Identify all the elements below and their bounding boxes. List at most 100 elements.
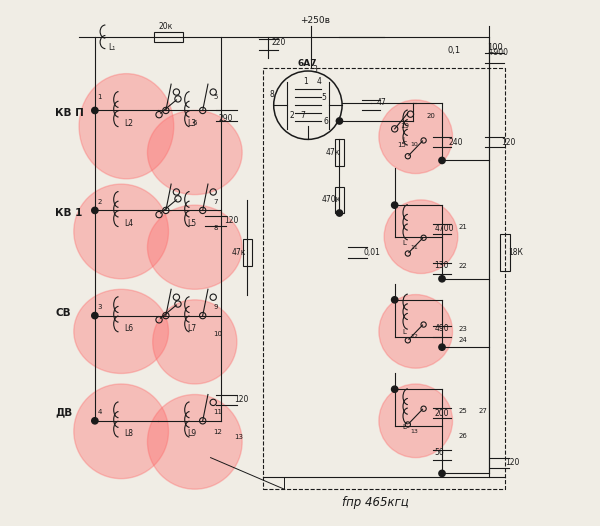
Text: 5: 5 bbox=[213, 94, 218, 100]
Text: +250в: +250в bbox=[300, 16, 330, 25]
Text: 20: 20 bbox=[426, 113, 435, 119]
Circle shape bbox=[439, 470, 445, 477]
Text: fпр 465кгц: fпр 465кгц bbox=[342, 496, 409, 509]
Text: 13: 13 bbox=[234, 434, 243, 440]
Text: L₁: L₁ bbox=[108, 43, 115, 52]
Text: 22: 22 bbox=[459, 263, 467, 269]
Text: L8: L8 bbox=[124, 429, 133, 439]
Circle shape bbox=[439, 276, 445, 282]
Text: L2: L2 bbox=[124, 119, 133, 128]
Ellipse shape bbox=[148, 110, 242, 195]
Text: 7: 7 bbox=[213, 199, 218, 205]
Ellipse shape bbox=[74, 184, 169, 279]
Text: 130: 130 bbox=[434, 261, 449, 270]
Text: 20к: 20к bbox=[158, 22, 173, 31]
Text: 0,1: 0,1 bbox=[447, 46, 460, 55]
Text: 4: 4 bbox=[97, 409, 102, 416]
Text: 47к: 47к bbox=[232, 248, 246, 257]
Text: 47к: 47к bbox=[325, 148, 340, 157]
Text: 56: 56 bbox=[434, 448, 444, 457]
Ellipse shape bbox=[79, 74, 174, 179]
Ellipse shape bbox=[148, 205, 242, 289]
Text: 5: 5 bbox=[321, 93, 326, 102]
Text: 3: 3 bbox=[97, 304, 102, 310]
Text: 6А7: 6А7 bbox=[298, 59, 317, 68]
Text: 8: 8 bbox=[213, 225, 218, 231]
Text: 240: 240 bbox=[448, 137, 463, 147]
Circle shape bbox=[336, 210, 343, 216]
Text: L6: L6 bbox=[124, 324, 133, 333]
Ellipse shape bbox=[379, 295, 452, 368]
Ellipse shape bbox=[74, 289, 169, 373]
Circle shape bbox=[439, 344, 445, 350]
Text: L5: L5 bbox=[187, 219, 196, 228]
Circle shape bbox=[439, 157, 445, 164]
Text: 4: 4 bbox=[317, 77, 322, 86]
Circle shape bbox=[92, 107, 98, 114]
Text: 3: 3 bbox=[312, 65, 317, 74]
Text: КВ 1: КВ 1 bbox=[55, 208, 83, 218]
Text: 10: 10 bbox=[410, 142, 418, 147]
Text: 100: 100 bbox=[487, 43, 502, 52]
Circle shape bbox=[92, 207, 98, 214]
Text: 8: 8 bbox=[269, 90, 274, 99]
Text: ДВ: ДВ bbox=[55, 408, 73, 418]
Text: 290: 290 bbox=[218, 114, 233, 123]
Text: 0,01: 0,01 bbox=[363, 248, 380, 257]
Text: 2: 2 bbox=[289, 112, 294, 120]
Circle shape bbox=[392, 202, 398, 208]
Text: 200: 200 bbox=[434, 409, 449, 418]
Bar bbox=[263, 68, 505, 489]
Text: 19: 19 bbox=[400, 123, 409, 129]
Text: 120: 120 bbox=[234, 395, 248, 404]
Text: L4: L4 bbox=[124, 219, 133, 228]
Text: 1: 1 bbox=[304, 77, 308, 86]
Text: L: L bbox=[403, 137, 406, 143]
Ellipse shape bbox=[379, 100, 452, 174]
Text: 490: 490 bbox=[434, 325, 449, 333]
Text: 120: 120 bbox=[224, 216, 238, 226]
Text: 23: 23 bbox=[459, 326, 468, 332]
Text: 4700: 4700 bbox=[434, 225, 454, 234]
Text: 120: 120 bbox=[505, 458, 520, 468]
Text: 18К: 18К bbox=[508, 248, 523, 257]
Text: 12: 12 bbox=[213, 429, 222, 435]
Text: 12: 12 bbox=[410, 334, 418, 339]
Text: 26: 26 bbox=[459, 432, 468, 439]
Circle shape bbox=[92, 418, 98, 424]
Text: 1: 1 bbox=[97, 94, 102, 100]
Text: 7: 7 bbox=[300, 112, 305, 120]
Text: СВ: СВ bbox=[55, 308, 71, 318]
Bar bbox=[335, 139, 344, 166]
Text: 2: 2 bbox=[97, 199, 102, 205]
Text: 24: 24 bbox=[459, 337, 467, 343]
Text: КВ П: КВ П bbox=[55, 108, 84, 118]
Text: L: L bbox=[403, 423, 406, 430]
Text: L: L bbox=[403, 329, 406, 335]
Bar bbox=[242, 239, 252, 266]
Text: 6: 6 bbox=[323, 117, 329, 126]
Bar bbox=[335, 187, 344, 213]
Text: 27: 27 bbox=[479, 408, 488, 414]
Ellipse shape bbox=[153, 300, 237, 384]
Circle shape bbox=[336, 118, 343, 124]
Text: L7: L7 bbox=[187, 324, 196, 333]
Text: 15: 15 bbox=[397, 142, 406, 148]
Bar bbox=[500, 234, 511, 271]
Text: L9: L9 bbox=[187, 429, 196, 439]
Text: 11: 11 bbox=[213, 409, 222, 416]
Text: L: L bbox=[403, 239, 406, 246]
Text: L3: L3 bbox=[187, 119, 196, 128]
Ellipse shape bbox=[148, 394, 242, 489]
Text: 120: 120 bbox=[501, 137, 515, 147]
Text: 470к: 470к bbox=[322, 195, 341, 205]
Text: 220: 220 bbox=[271, 37, 286, 47]
Text: +900: +900 bbox=[487, 48, 508, 57]
Circle shape bbox=[92, 312, 98, 319]
Ellipse shape bbox=[74, 384, 169, 479]
Text: 10: 10 bbox=[213, 330, 222, 337]
Text: 21: 21 bbox=[459, 224, 468, 230]
Ellipse shape bbox=[379, 384, 452, 458]
Text: 11: 11 bbox=[410, 245, 418, 250]
Bar bbox=[154, 32, 183, 42]
